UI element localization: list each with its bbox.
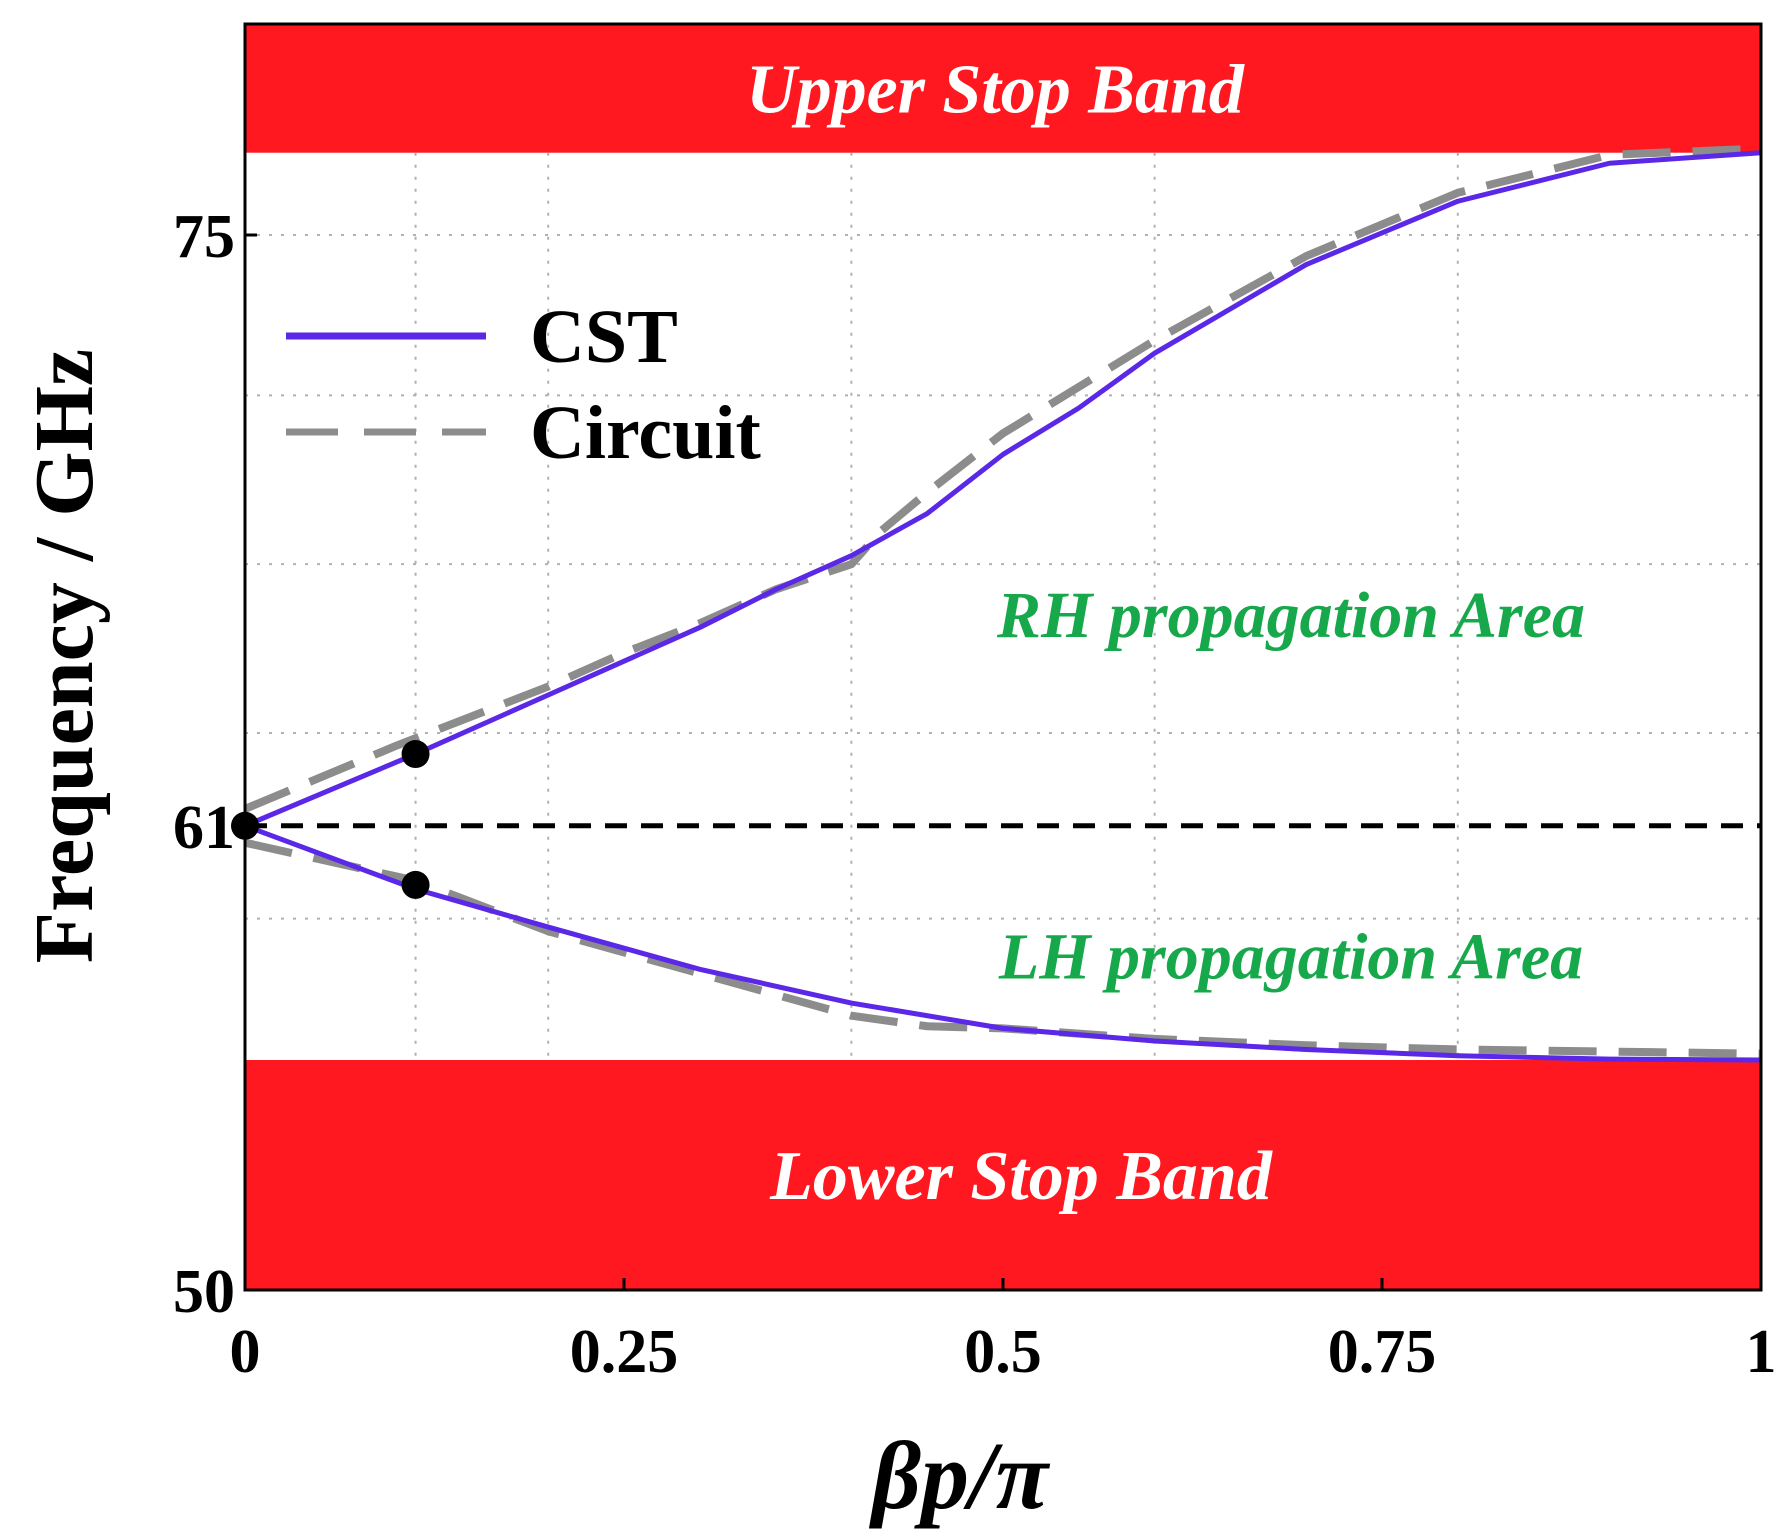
lower-stop-band-label: Lower Stop Band [769, 1138, 1273, 1215]
marker-point-1 [401, 740, 430, 769]
x-tick-label-3: 0.75 [1328, 1318, 1437, 1386]
series-cst-lh-line [244, 823, 1762, 1063]
marker-point-2 [401, 870, 430, 899]
y-tick-label-2: 75 [173, 203, 235, 271]
series-layer [243, 144, 1762, 1063]
grid [245, 152, 1761, 1061]
series-cst-rh-line [244, 150, 1762, 829]
axis-ticks: 0 0.25 0.5 0.75 1 50 61 75 [173, 203, 1777, 1386]
legend-cst-label: CST [530, 295, 678, 379]
x-tick-label-4: 1 [1746, 1318, 1777, 1386]
x-tick-label-0: 0 [230, 1318, 261, 1386]
x-tick-label-2: 0.5 [964, 1318, 1042, 1386]
y-axis-label: Frequency / GHz [18, 349, 111, 963]
upper-stop-band-label: Upper Stop Band [746, 51, 1245, 128]
lh-area-label: LH propagation Area [998, 921, 1583, 994]
legend: CST Circuit [286, 295, 761, 475]
upper-stop-band [245, 24, 1761, 153]
y-tick-label-1: 61 [173, 794, 235, 862]
series-circuit-rh-line [243, 144, 1762, 813]
y-tick-label-0: 50 [173, 1258, 235, 1326]
x-tick-label-1: 0.25 [570, 1318, 679, 1386]
legend-circuit-label: Circuit [530, 391, 761, 475]
rh-area-label: RH propagation Area [996, 579, 1585, 652]
lower-stop-band [245, 1060, 1761, 1290]
x-axis-label: βp/π [869, 1422, 1051, 1529]
